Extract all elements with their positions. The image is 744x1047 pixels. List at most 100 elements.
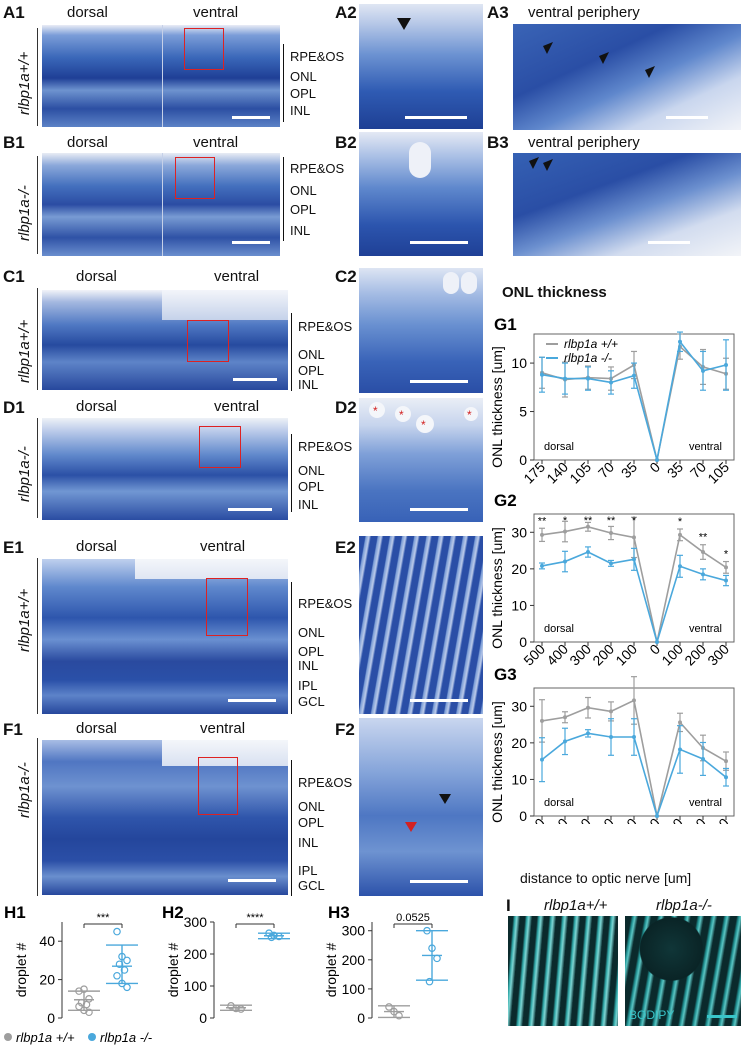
scale-bar-a2 [405, 116, 467, 119]
genotype-label-d1: rlbp1a-/- [16, 446, 33, 502]
layer-label: OPL [298, 644, 325, 659]
data-point [609, 709, 613, 714]
data-point [75, 1002, 83, 1011]
data-point [118, 952, 126, 961]
scale-bar-d1 [228, 508, 272, 511]
data-point [724, 775, 728, 780]
scale-bar-a3 [666, 116, 708, 119]
svg-text:*: * [399, 408, 404, 422]
ventral-title-e1: ventral [200, 538, 246, 555]
layer-label: IPL [298, 678, 318, 693]
data-point [390, 1007, 398, 1016]
data-point [724, 578, 728, 583]
svg-text:*: * [467, 408, 472, 422]
data-point [678, 532, 682, 537]
layer-label: RPE&OS [298, 775, 353, 790]
panel-label-e1: E1 [3, 538, 24, 557]
x-tick-label: 800 [543, 815, 571, 824]
row-divider-a [37, 28, 38, 126]
x-tick-label: 105 [566, 459, 594, 487]
panel-label-c2: C2 [335, 267, 357, 286]
scale-bar-f1 [228, 879, 276, 882]
data-point [385, 1003, 393, 1011]
genotype-label-f1: rlbp1a-/- [16, 762, 33, 818]
fluorescence-image-ko: BODIPY [625, 916, 741, 1026]
y-tick-label: 100 [184, 978, 208, 994]
significance-star: ** [538, 515, 547, 527]
data-point [395, 1011, 403, 1020]
y-axis-label: droplet # [323, 943, 339, 998]
scale-bar-a1 [232, 116, 270, 119]
y-tick-label: 10 [511, 597, 527, 613]
data-point [632, 373, 636, 378]
y-tick-label: 300 [342, 923, 366, 939]
region-box-d1 [199, 426, 241, 468]
data-point [609, 531, 613, 536]
layer-label: RPE&OS [298, 319, 353, 334]
data-point [586, 376, 590, 381]
chart-label: G2 [494, 491, 517, 510]
y-tick-label: 20 [511, 735, 527, 751]
layer-label: ONL [290, 183, 317, 198]
genotype-title-ko-i: rlbp1a-/- [656, 897, 712, 914]
panel-label-i: I [506, 896, 511, 915]
data-point [540, 563, 544, 568]
y-tick-label: 40 [39, 933, 55, 949]
x-tick-label: 300 [704, 641, 732, 669]
significance-star: ** [699, 532, 708, 544]
y-axis-label: droplet # [13, 943, 29, 998]
droplet-markers-d2: * * * * [369, 402, 478, 433]
genotype-label-a1: rlbp1a+/+ [16, 51, 33, 115]
layer-label: ONL [298, 463, 325, 478]
layer-label: GCL [298, 878, 325, 893]
region-box-a1 [184, 28, 224, 70]
y-tick-label: 30 [511, 524, 527, 540]
data-point [275, 932, 283, 941]
y-axis-label: ONL thickness [um] [489, 527, 505, 649]
x-tick-label: 105 [704, 459, 732, 487]
data-point [80, 1006, 88, 1015]
data-point [80, 985, 88, 994]
ventral-periphery-title-b3: ventral periphery [528, 134, 640, 151]
layer-label: INL [298, 497, 319, 512]
data-point [632, 698, 636, 703]
data-point [75, 987, 83, 995]
y-tick-label: 100 [342, 981, 366, 997]
panel-label-b2: B2 [335, 133, 357, 152]
chart-label: H2 [162, 903, 184, 922]
onl-thickness-heading: ONL thickness [502, 284, 607, 301]
legend-label-wt: rlbp1a +/+ [564, 337, 618, 351]
genotype-label-e1: rlbp1a+/+ [16, 588, 33, 652]
scale-bar-d2 [410, 508, 468, 511]
y-tick-label: 200 [184, 946, 208, 962]
data-point [724, 565, 728, 570]
panel-label-a2: A2 [335, 3, 357, 22]
region-box-c1 [187, 320, 229, 362]
data-point [586, 731, 590, 736]
micrograph-b2: * [359, 132, 483, 256]
layer-label: INL [298, 835, 319, 850]
micrograph-e1 [42, 559, 288, 714]
panel-label-d2: D2 [335, 398, 357, 417]
ventral-title-c1: ventral [214, 268, 260, 285]
genotype-label-b1: rlbp1a-/- [16, 185, 33, 241]
data-point [563, 739, 567, 744]
y-tick-label: 30 [511, 698, 527, 714]
row-divider-f [37, 738, 38, 896]
scale-bar-c2 [410, 380, 468, 383]
layer-bracket-d1 [291, 434, 292, 512]
significance-star: * [563, 515, 568, 527]
significance-star: * [678, 516, 683, 528]
significance-label: *** [97, 912, 111, 924]
panel-label-a1: A1 [3, 3, 25, 22]
layer-label: ONL [298, 799, 325, 814]
row-divider-c [37, 288, 38, 390]
dorsal-annotation: dorsal [544, 441, 574, 453]
layer-label: INL [290, 103, 311, 118]
ventral-annotation: ventral [689, 441, 722, 453]
micrograph-c2: * * [359, 268, 483, 393]
dorsal-annotation: dorsal [544, 623, 574, 635]
chart-label: G3 [494, 665, 517, 684]
